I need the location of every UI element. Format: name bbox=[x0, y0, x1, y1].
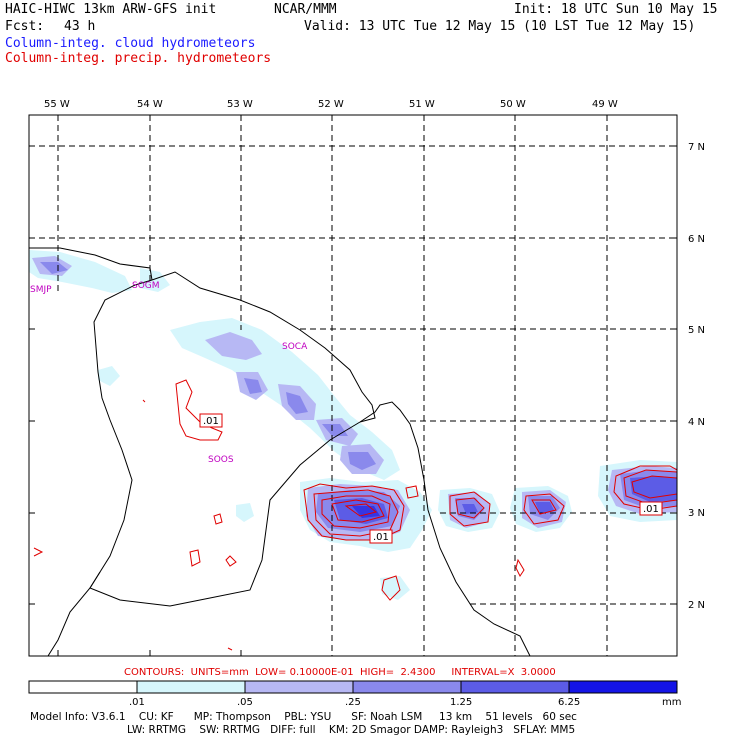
station-label: SOGM bbox=[132, 281, 160, 291]
precip-contour bbox=[623, 469, 677, 505]
cloud-band-core bbox=[462, 504, 478, 514]
lat-label: 5 N bbox=[688, 325, 705, 336]
cloud-band-dark bbox=[286, 392, 308, 414]
precip-contour bbox=[455, 497, 485, 519]
colorbar-cell bbox=[352, 680, 462, 694]
lon-label: 52 W bbox=[318, 99, 344, 110]
frame-ticks bbox=[29, 115, 677, 656]
colorbar-cell bbox=[244, 680, 354, 694]
precip-contour bbox=[613, 465, 677, 511]
lon-label: 50 W bbox=[500, 99, 526, 110]
cloud-band-core bbox=[535, 502, 554, 514]
lon-label: 55 W bbox=[44, 99, 70, 110]
precip-contour bbox=[331, 499, 385, 523]
colorbar-label: .25 bbox=[345, 697, 361, 708]
coastline bbox=[47, 571, 101, 656]
contour-labels: .01 .01 .01 bbox=[199, 413, 663, 544]
precip-contour bbox=[515, 558, 525, 577]
model-title: HAIC-HIWC 13km ARW-GFS init bbox=[5, 2, 217, 17]
colorbar-cell bbox=[136, 680, 246, 694]
contours-info: CONTOURS: UNITS=mm LOW= 0.10000E-01 HIGH… bbox=[124, 667, 556, 678]
lat-label: 2 N bbox=[688, 600, 705, 611]
precip-contour bbox=[175, 379, 223, 441]
colorbar-label: 6.25 bbox=[558, 697, 580, 708]
lat-label: 6 N bbox=[688, 234, 705, 245]
lat-label: 3 N bbox=[688, 508, 705, 519]
precip-contour bbox=[381, 575, 401, 601]
contour-label-box bbox=[199, 413, 223, 428]
precip-contour bbox=[531, 499, 557, 515]
cloud-band-light bbox=[140, 268, 170, 292]
station-labels: SMJP SOGM SOCA SOOS bbox=[30, 281, 308, 465]
precip-dot bbox=[142, 399, 146, 403]
colorbar-label: .01 bbox=[129, 697, 145, 708]
precip-contour bbox=[344, 503, 378, 517]
latitude-labels: 7 N 6 N 5 N 4 N 3 N 2 N bbox=[688, 142, 705, 611]
precip-contour bbox=[321, 495, 391, 529]
coastline bbox=[89, 279, 531, 656]
lon-label: 54 W bbox=[137, 99, 163, 110]
precip-contour bbox=[523, 493, 565, 525]
cloud-field-label: Column-integ. cloud hydrometeors bbox=[5, 36, 256, 51]
colorbar-cell bbox=[28, 680, 138, 694]
contour-label: .01 bbox=[203, 416, 219, 427]
lat-label: 7 N bbox=[688, 142, 705, 153]
precip-contours bbox=[33, 379, 677, 601]
coastline bbox=[151, 271, 376, 423]
precip-contour bbox=[33, 547, 44, 557]
precip-contour bbox=[189, 549, 201, 567]
lat-label: 4 N bbox=[688, 417, 705, 428]
precip-field-label: Column-integ. precip. hydrometeors bbox=[5, 51, 272, 66]
coastlines bbox=[29, 247, 531, 656]
model-info-line2: LW: RRTMG SW: RRTMG DIFF: full KM: 2D Sm… bbox=[127, 724, 576, 736]
colorbar-cell bbox=[460, 680, 570, 694]
valid-time: Valid: 13 UTC Tue 12 May 15 (10 LST Tue … bbox=[304, 19, 696, 34]
station-label: SMJP bbox=[30, 285, 52, 295]
cloud-band-dark bbox=[244, 378, 262, 394]
precip-contour bbox=[631, 475, 677, 499]
precip-dot bbox=[227, 647, 233, 651]
map-frame bbox=[28, 114, 678, 657]
contour-label: .01 bbox=[643, 504, 659, 515]
colorbar-label: .05 bbox=[237, 697, 253, 708]
precip-contour bbox=[449, 491, 491, 527]
cloud-band-light bbox=[236, 503, 254, 522]
model-info-line1: Model Info: V3.6.1 CU: KF MP: Thompson P… bbox=[30, 711, 577, 723]
init-time: Init: 18 UTC Sun 10 May 15 bbox=[514, 2, 718, 17]
cloud-band-light bbox=[98, 366, 120, 386]
lat-lon-grid bbox=[29, 115, 677, 656]
cloud-band-dark bbox=[40, 262, 68, 274]
contour-label-box bbox=[369, 529, 393, 544]
precip-contour bbox=[213, 513, 223, 525]
precip-contour bbox=[303, 483, 405, 541]
longitude-labels: 55 W 54 W 53 W 52 W 51 W 50 W 49 W bbox=[44, 99, 618, 110]
forecast-hour: 43 h bbox=[64, 19, 96, 34]
colorbar-cell bbox=[568, 680, 678, 694]
lon-label: 53 W bbox=[227, 99, 253, 110]
cloud-shading bbox=[29, 250, 677, 600]
contour-label-box bbox=[639, 501, 663, 516]
contour-label: .01 bbox=[373, 532, 389, 543]
lon-label: 51 W bbox=[409, 99, 435, 110]
map-marks bbox=[142, 399, 233, 651]
precip-contour bbox=[225, 555, 237, 567]
forecast-label: Fcst: bbox=[5, 19, 45, 34]
cloud-band-medium bbox=[205, 332, 262, 360]
lon-label: 49 W bbox=[592, 99, 618, 110]
station-label: SOOS bbox=[208, 455, 234, 465]
station-label: SOCA bbox=[282, 342, 308, 352]
precip-contour bbox=[405, 485, 419, 499]
colorbar-label: 1.25 bbox=[450, 697, 472, 708]
cloud-band-dark bbox=[348, 452, 376, 470]
colorbar-units: mm bbox=[662, 697, 681, 708]
precip-contour bbox=[313, 489, 399, 537]
org-label: NCAR/MMM bbox=[274, 2, 337, 17]
cloud-band-light bbox=[380, 576, 410, 600]
colorbar: .01 .05 .25 1.25 6.25 mm bbox=[28, 680, 681, 708]
